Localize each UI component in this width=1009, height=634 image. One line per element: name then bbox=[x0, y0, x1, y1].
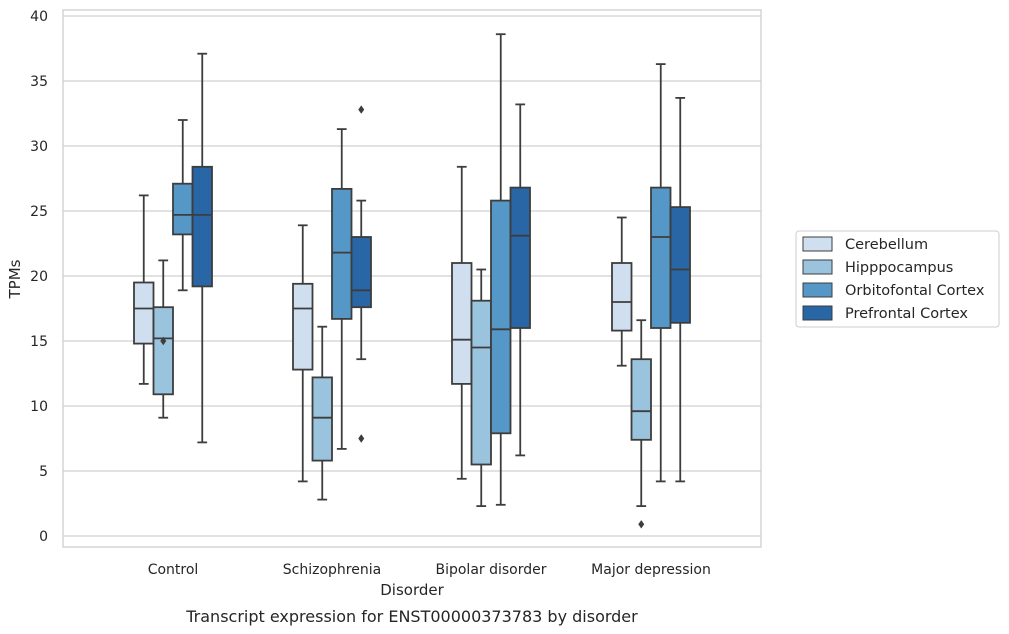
y-tick-label: 35 bbox=[30, 74, 48, 90]
outlier-point bbox=[638, 520, 645, 529]
x-tick-label: Control bbox=[148, 562, 199, 578]
box-0-0 bbox=[133, 194, 155, 385]
iqr-box bbox=[490, 199, 512, 435]
grid-lines bbox=[63, 15, 761, 537]
iqr-box bbox=[350, 236, 372, 309]
y-tick-label: 30 bbox=[30, 139, 48, 155]
iqr-box bbox=[669, 206, 691, 324]
box-2-0 bbox=[451, 165, 473, 480]
legend-swatch bbox=[802, 259, 833, 275]
box-3-0 bbox=[611, 216, 633, 367]
plot-frame bbox=[62, 9, 762, 548]
iqr-box bbox=[630, 358, 652, 441]
box-2-3 bbox=[509, 103, 531, 457]
outlier-point bbox=[358, 434, 365, 443]
iqr-box bbox=[152, 306, 174, 396]
box-0-2 bbox=[172, 119, 194, 292]
legend-swatch bbox=[802, 282, 833, 298]
legend-swatch bbox=[802, 305, 833, 321]
x-axis-label: Disorder bbox=[380, 581, 444, 599]
iqr-box bbox=[292, 282, 314, 371]
x-tick-label: Schizophrenia bbox=[283, 562, 381, 578]
iqr-box bbox=[191, 165, 213, 288]
box-elements bbox=[133, 33, 691, 529]
y-tick-label: 40 bbox=[30, 9, 48, 25]
legend-frame bbox=[795, 230, 1000, 328]
box-1-3 bbox=[350, 105, 372, 443]
iqr-box bbox=[331, 187, 353, 320]
legend-entry: Orbitofontal Cortex bbox=[845, 283, 985, 299]
legend-entry: Hipppocampus bbox=[845, 260, 953, 276]
legend: Cerebellum Hipppocampus Orbitofontal Corte… bbox=[795, 230, 1000, 328]
legend-entry: Prefrontal Cortex bbox=[845, 306, 968, 322]
box-3-3 bbox=[669, 97, 691, 483]
outlier-point bbox=[358, 105, 365, 114]
iqr-box bbox=[611, 262, 633, 332]
chart-caption: Transcript expression for ENST0000037378… bbox=[185, 607, 638, 626]
x-tick-labels: Control Schizophrenia Bipolar disorder Majo… bbox=[148, 562, 711, 578]
legend-entry: Cerebellum bbox=[845, 237, 928, 253]
x-tick-label: Major depression bbox=[591, 562, 711, 578]
y-tick-label: 5 bbox=[39, 464, 48, 480]
iqr-box bbox=[172, 182, 194, 236]
y-tick-labels: 0 5 10 15 20 25 30 35 40 bbox=[30, 9, 48, 545]
iqr-box bbox=[133, 281, 155, 345]
iqr-box bbox=[509, 186, 531, 329]
iqr-box bbox=[470, 299, 492, 466]
iqr-box bbox=[311, 376, 333, 462]
box-1-0 bbox=[292, 224, 314, 483]
y-tick-label: 15 bbox=[30, 334, 48, 350]
y-tick-label: 0 bbox=[39, 529, 48, 545]
iqr-box bbox=[650, 186, 672, 329]
box-3-1 bbox=[630, 319, 652, 529]
box-1-1 bbox=[311, 325, 333, 501]
box-0-3 bbox=[191, 52, 213, 444]
outlier-point bbox=[160, 336, 167, 346]
y-tick-label: 20 bbox=[30, 269, 48, 285]
y-tick-label: 10 bbox=[30, 399, 48, 415]
legend-swatch bbox=[802, 236, 833, 252]
y-axis-label: TPMs bbox=[6, 259, 24, 299]
y-tick-label: 25 bbox=[30, 204, 48, 220]
x-tick-label: Bipolar disorder bbox=[435, 562, 546, 578]
box-0-1 bbox=[152, 259, 174, 419]
iqr-box bbox=[451, 262, 473, 385]
